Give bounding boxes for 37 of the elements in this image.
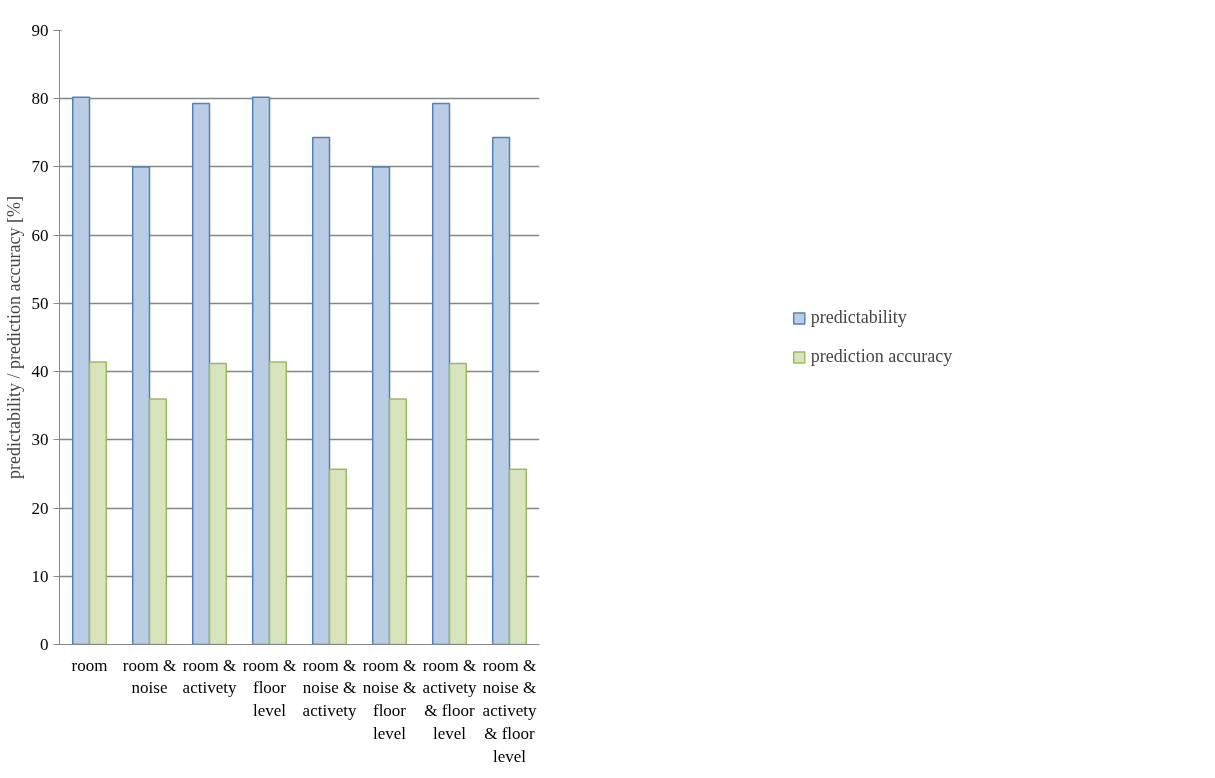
bar — [251, 96, 271, 645]
x-tick-label: room & noise & activety & floor level — [482, 655, 537, 766]
bar — [191, 102, 211, 645]
bar — [131, 166, 151, 645]
bar — [208, 362, 228, 645]
y-tick-label: 30 — [31, 430, 49, 450]
legend-label: predictability — [810, 307, 907, 328]
y-tick-label: 40 — [31, 362, 49, 382]
x-tick-label: room & noise & activety — [302, 655, 357, 721]
y-tick-label: 90 — [31, 21, 49, 40]
bar — [431, 102, 451, 645]
y-tick-label: 20 — [31, 498, 49, 518]
y-tick-label: 0 — [40, 635, 49, 654]
y-tick-label: 50 — [31, 293, 49, 313]
x-tick-label: room & activety — [182, 655, 237, 698]
bar — [71, 96, 91, 645]
bar — [268, 361, 288, 645]
bar — [371, 166, 391, 645]
y-tick-label: 10 — [31, 566, 49, 586]
x-tick-label: room — [71, 655, 108, 675]
legend-label: prediction accuracy — [810, 346, 953, 367]
bar — [508, 468, 528, 645]
y-tick-label: 60 — [31, 225, 49, 245]
y-axis-title: predictability / prediction accuracy [%] — [3, 196, 24, 479]
bar — [311, 136, 331, 645]
bar — [448, 362, 468, 645]
x-tick-label: room & floor level — [242, 655, 297, 721]
bar — [88, 361, 108, 645]
bar — [388, 398, 408, 645]
bar — [148, 398, 168, 645]
y-tick-label: 70 — [31, 157, 49, 177]
bar — [328, 468, 348, 645]
x-tick-label: room & noise & floor level — [362, 655, 417, 743]
bar — [491, 136, 511, 645]
x-tick-label: room & noise — [122, 655, 177, 698]
y-tick-label: 80 — [31, 89, 49, 109]
x-tick-label: room & activety & floor level — [422, 655, 477, 743]
